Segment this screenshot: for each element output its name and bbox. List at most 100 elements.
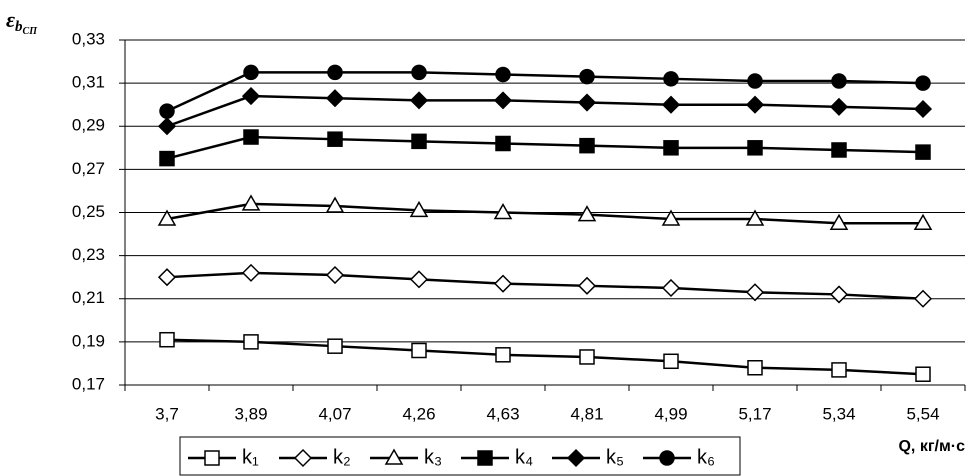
series-line <box>166 71 924 113</box>
data-point <box>663 71 679 87</box>
data-point <box>661 95 681 114</box>
legend-marker <box>477 450 493 466</box>
data-point <box>747 73 763 89</box>
data-point <box>327 338 343 354</box>
legend-box <box>179 436 741 476</box>
data-point <box>159 103 175 119</box>
data-point <box>577 205 597 222</box>
data-point <box>747 140 763 156</box>
data-point <box>411 64 427 81</box>
data-point <box>915 75 931 91</box>
x-tick-label: 4,99 <box>654 404 687 423</box>
x-tick-label: 3,89 <box>234 404 267 423</box>
x-tick-label: 5,17 <box>738 404 771 423</box>
data-point <box>495 135 511 152</box>
x-tick-label: 5,34 <box>822 404 855 423</box>
legend-marker <box>384 448 404 465</box>
data-point <box>495 347 511 363</box>
data-point <box>831 362 847 378</box>
data-point <box>661 209 681 226</box>
y-axis-label: εbСП <box>6 7 38 37</box>
data-point <box>913 289 933 308</box>
legend-label: k₅ <box>606 446 624 468</box>
series-line <box>166 202 923 225</box>
x-tick-label: 4,26 <box>402 404 435 423</box>
y-tick-label: 0,23 <box>72 245 105 264</box>
y-tick-label: 0,29 <box>72 116 105 135</box>
data-point <box>157 209 177 226</box>
x-tick-label: 4,81 <box>570 404 603 423</box>
data-point <box>325 265 345 285</box>
data-point <box>243 334 259 350</box>
y-tick-label: 0,25 <box>72 202 105 221</box>
data-point <box>831 142 847 158</box>
data-point <box>577 93 597 112</box>
series-line <box>166 338 924 376</box>
x-axis-label: Q, кг/м·с <box>898 438 965 455</box>
data-point <box>327 131 343 147</box>
data-point <box>747 360 763 376</box>
data-point <box>829 285 849 304</box>
legend-label: k₆ <box>697 446 715 468</box>
legend-label: k₃ <box>424 446 442 468</box>
data-point <box>829 213 849 231</box>
data-point <box>327 64 343 81</box>
x-tick-label: 4,07 <box>318 404 351 423</box>
data-point <box>745 209 765 226</box>
y-label-sub: b <box>15 19 23 35</box>
data-point <box>241 194 261 211</box>
data-point <box>745 283 765 302</box>
legend-marker <box>659 450 675 466</box>
data-point <box>831 73 847 89</box>
data-point <box>241 87 261 106</box>
legend-label: k₂ <box>333 446 351 468</box>
data-point <box>663 140 679 156</box>
data-point <box>913 213 933 231</box>
data-point <box>493 91 513 110</box>
data-point <box>243 64 259 81</box>
data-point <box>409 200 429 218</box>
data-point <box>157 268 177 287</box>
series-line <box>166 135 924 160</box>
legend-label: k₄ <box>515 446 533 468</box>
y-label-symbol: ε <box>6 7 15 32</box>
data-point <box>661 278 681 298</box>
legend-label: k₁ <box>242 446 259 468</box>
data-point <box>159 331 175 348</box>
data-point <box>915 144 931 160</box>
data-point <box>579 349 595 365</box>
y-tick-label: 0,27 <box>72 159 105 178</box>
data-point <box>577 276 597 295</box>
y-label-subsub: СП <box>23 26 39 37</box>
data-point <box>579 68 595 85</box>
data-point <box>663 353 679 370</box>
data-point <box>579 137 595 154</box>
data-point <box>745 95 765 114</box>
data-point <box>411 133 427 150</box>
data-point <box>493 274 513 293</box>
x-tick-label: 5,54 <box>906 404 939 423</box>
data-point <box>913 99 933 119</box>
data-point <box>325 196 345 213</box>
y-tick-label: 0,31 <box>72 73 105 92</box>
data-point <box>915 366 931 382</box>
data-point <box>829 97 849 116</box>
y-tick-label: 0,33 <box>72 29 105 48</box>
data-point <box>157 117 177 136</box>
data-point <box>243 129 259 145</box>
data-point <box>495 66 511 83</box>
data-point <box>241 263 261 282</box>
legend-marker <box>566 448 586 468</box>
series-line <box>166 271 924 300</box>
series-line <box>166 94 924 128</box>
data-point <box>325 89 345 108</box>
data-point <box>411 342 427 359</box>
legend-marker <box>204 450 220 466</box>
data-point <box>493 202 513 220</box>
x-tick-label: 4,63 <box>486 404 519 423</box>
data-point <box>159 150 175 167</box>
data-point <box>409 91 429 110</box>
y-tick-label: 0,17 <box>72 374 105 393</box>
legend-marker <box>293 448 313 468</box>
